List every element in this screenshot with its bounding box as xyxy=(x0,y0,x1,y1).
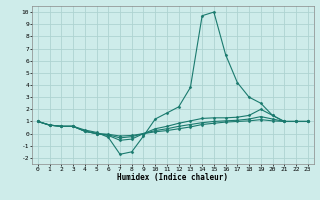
X-axis label: Humidex (Indice chaleur): Humidex (Indice chaleur) xyxy=(117,173,228,182)
